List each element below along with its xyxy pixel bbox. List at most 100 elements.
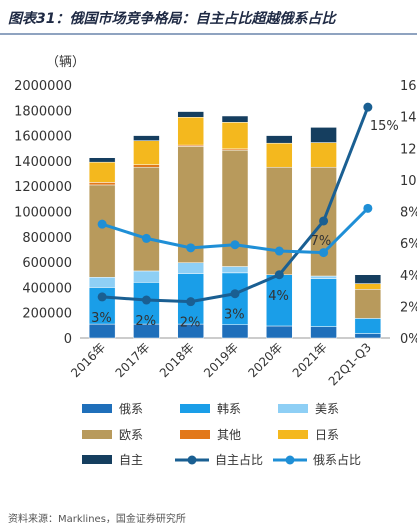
data-label-domestic_share_line: 2%: [135, 314, 156, 329]
y-tick-label: 800000: [22, 231, 72, 246]
bar-segment-european: [266, 166, 293, 276]
line-point-domestic_share_line: [230, 289, 240, 299]
bar-segment-russian: [266, 325, 293, 339]
y2-tick-label: 16%: [400, 79, 417, 94]
data-label-domestic_share_line: 3%: [91, 311, 112, 326]
bar-segment-japanese: [221, 122, 249, 150]
legend-label: 日系: [315, 428, 339, 442]
y-axis-unit-label: （辆）: [46, 55, 85, 70]
bar-segment-domestic: [88, 157, 116, 163]
bar-segment-japanese: [88, 161, 116, 183]
line-point-russian_share_line: [97, 219, 107, 229]
line-point-russian_share_line: [141, 233, 151, 243]
chart: （辆） 0 200000 400000 600000 800000 1000000 12000…: [14, 55, 417, 467]
bar-segment-other: [88, 182, 116, 186]
bar-segment-european: [177, 146, 204, 263]
bar-segment-european: [133, 166, 160, 272]
bar-segment-japanese: [310, 142, 337, 168]
bar-segment-japanese: [266, 142, 293, 168]
legend-swatch-domestic: [82, 455, 112, 464]
title-divider: [0, 33, 417, 35]
bar-segment-russian: [310, 326, 337, 339]
data-label-domestic_share_line: 7%: [311, 234, 332, 249]
y2-tick-label: 2%: [400, 300, 417, 315]
legend-swatch-other: [180, 430, 210, 439]
data-label-domestic_share_line: 15%: [370, 119, 399, 134]
legend-marker-domestic_share_line: [187, 455, 197, 465]
legend-label: 俄系: [119, 402, 143, 416]
bar-segment-american: [88, 277, 116, 288]
line-point-domestic_share_line: [141, 295, 151, 305]
legend-label: 俄系占比: [313, 452, 361, 467]
bar-segment-russian: [88, 323, 116, 339]
bar-segment-american: [221, 266, 249, 274]
legend-swatch-european: [82, 430, 112, 439]
bar-segment-domestic: [310, 127, 337, 143]
bar-segment-domestic: [354, 274, 382, 284]
bar-segment-korean: [354, 318, 382, 334]
legend-swatch-japanese: [278, 430, 308, 439]
bar-segment-korean: [266, 274, 293, 327]
legend-label: 欧系: [119, 428, 143, 442]
data-label-domestic_share_line: 4%: [268, 289, 289, 304]
y-tick-label: 1200000: [14, 180, 72, 195]
y-tick-label: 400000: [22, 281, 72, 296]
legend-label: 自主: [119, 453, 143, 467]
source-note: 资料来源：Marklines，国金证券研究所: [8, 514, 186, 525]
line-point-domestic_share_line: [319, 216, 329, 226]
x-tick-label: 22Q1-Q3: [326, 340, 374, 388]
bar-segment-american: [310, 275, 337, 279]
legend-label: 美系: [315, 402, 339, 416]
line-point-russian_share_line: [363, 203, 373, 213]
y2-tick-label: 8%: [400, 206, 417, 221]
bar-segment-japanese: [133, 140, 160, 165]
x-tick-label: 2020年: [245, 340, 285, 380]
bar-segment-russian: [221, 324, 249, 339]
bar-segment-other: [133, 164, 160, 168]
y2-tick-label: 6%: [400, 237, 417, 252]
y2-tick-label: 12%: [400, 142, 417, 157]
line-point-domestic_share_line: [274, 270, 284, 280]
line-point-domestic_share_line: [363, 102, 373, 112]
bar-segment-japanese: [354, 283, 382, 290]
x-tick-label: 2021年: [290, 340, 330, 380]
bar-segment-domestic: [133, 135, 160, 141]
line-point-russian_share_line: [319, 248, 329, 258]
y-tick-label: 1800000: [14, 104, 72, 119]
bar-segment-european: [88, 184, 116, 278]
y2-tick-label: 10%: [400, 174, 417, 189]
y-tick-label: 2000000: [14, 79, 72, 94]
y2-tick-label: 0%: [400, 332, 417, 347]
legend-swatch-korean: [180, 404, 210, 413]
y2-tick-label: 14%: [400, 111, 417, 126]
bar-segment-russian: [354, 333, 382, 339]
y-tick-label: 1400000: [14, 155, 72, 170]
line-point-russian_share_line: [274, 246, 284, 256]
legend-marker-russian_share_line: [285, 455, 295, 465]
bar-segment-japanese: [177, 117, 204, 146]
line-point-domestic_share_line: [186, 297, 196, 307]
legend-label: 其他: [217, 428, 241, 442]
x-tick-label: 2017年: [113, 340, 153, 380]
line-point-domestic_share_line: [97, 292, 107, 302]
legend-label: 韩系: [217, 401, 241, 416]
bar-segment-american: [177, 262, 204, 274]
legend-swatch-russian: [82, 404, 112, 413]
x-tick-label: 2016年: [68, 340, 108, 380]
line-point-russian_share_line: [186, 243, 196, 253]
y-tick-label: 600000: [22, 256, 72, 271]
y-tick-label: 1000000: [14, 206, 72, 221]
figure-header: 图表31：俄国市场竞争格局：自主占比超越俄系占比: [0, 0, 417, 40]
line-point-russian_share_line: [230, 240, 240, 250]
bar-segment-american: [133, 270, 160, 283]
bar-segment-domestic: [221, 115, 249, 123]
x-tick-label: 2019年: [201, 340, 241, 380]
figure-title: 图表31：俄国市场竞争格局：自主占比超越俄系占比: [8, 11, 336, 27]
bar-segment-korean: [221, 272, 249, 325]
y-tick-label: 0: [64, 332, 72, 347]
bar-segment-european: [354, 289, 382, 319]
bar-segment-domestic: [177, 111, 204, 118]
legend-label: 自主占比: [215, 452, 263, 467]
data-label-domestic_share_line: 2%: [180, 316, 201, 331]
bar-segment-korean: [310, 278, 337, 327]
